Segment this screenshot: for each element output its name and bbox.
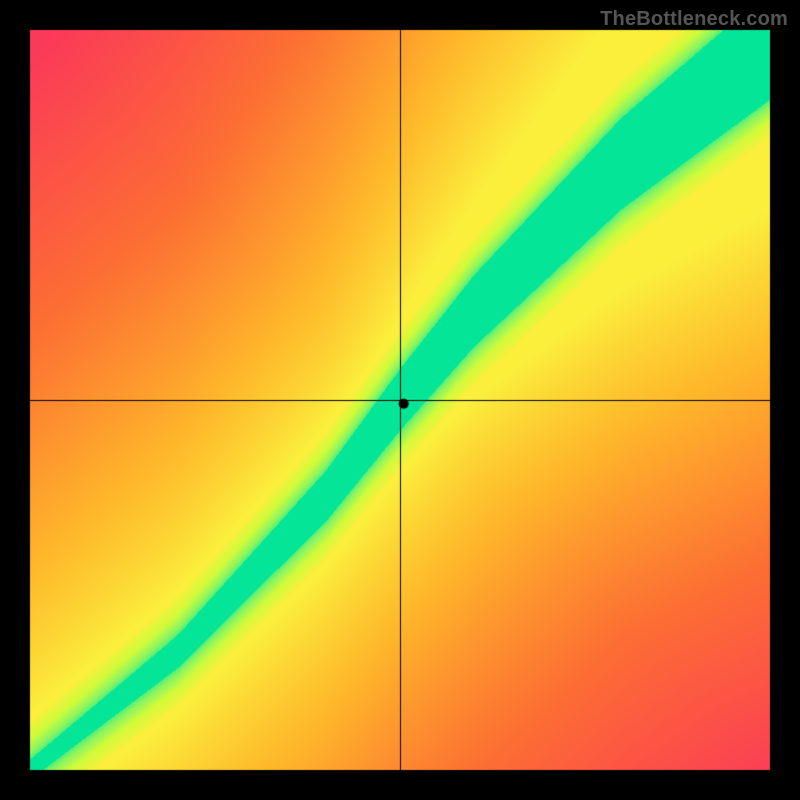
bottleneck-heatmap: TheBottleneck.com bbox=[0, 0, 800, 800]
watermark-text: TheBottleneck.com bbox=[600, 8, 788, 31]
plot-area bbox=[0, 0, 800, 800]
heatmap-canvas bbox=[0, 0, 800, 800]
